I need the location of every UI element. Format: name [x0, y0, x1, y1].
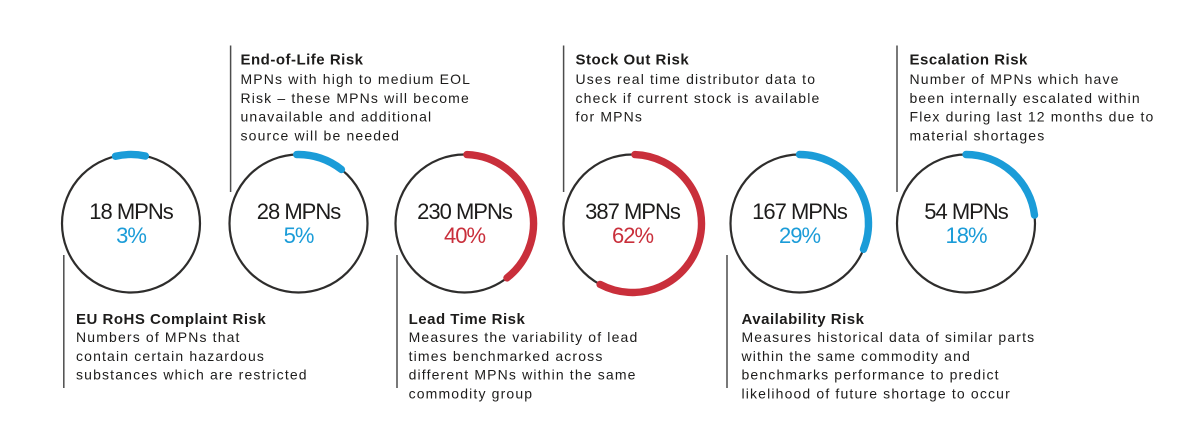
svg-text:54 MPNs: 54 MPNs	[924, 199, 1008, 224]
svg-text:167 MPNs: 167 MPNs	[752, 199, 848, 224]
svg-text:Escalation Risk: Escalation Risk	[910, 52, 1029, 69]
svg-text:Number of MPNs which have: Number of MPNs which have	[910, 71, 1120, 87]
svg-text:230 MPNs: 230 MPNs	[417, 199, 513, 224]
svg-text:Measures historical data of si: Measures historical data of similar part…	[742, 329, 1036, 345]
svg-text:3%: 3%	[116, 223, 146, 248]
svg-text:Flex during last 12 months due: Flex during last 12 months due to	[910, 109, 1155, 125]
svg-text:29%: 29%	[779, 223, 820, 248]
svg-text:40%: 40%	[444, 223, 485, 248]
svg-text:within the same commodity and: within the same commodity and	[741, 348, 971, 364]
svg-text:times benchmarked across: times benchmarked across	[409, 348, 604, 364]
svg-text:benchmarks performance to pred: benchmarks performance to predict	[742, 367, 1000, 383]
svg-text:contain certain hazardous: contain certain hazardous	[76, 348, 265, 364]
svg-text:End-of-Life Risk: End-of-Life Risk	[241, 52, 364, 69]
svg-text:387 MPNs: 387 MPNs	[585, 199, 681, 224]
svg-text:unavailable and additional: unavailable and additional	[241, 109, 433, 125]
svg-text:commodity group: commodity group	[409, 385, 534, 401]
svg-text:been internally escalated with: been internally escalated within	[910, 90, 1141, 106]
svg-text:Stock Out Risk: Stock Out Risk	[576, 52, 690, 69]
svg-text:check if current stock is avai: check if current stock is available	[576, 90, 821, 106]
svg-text:Uses real time distributor dat: Uses real time distributor data to	[576, 71, 817, 87]
svg-text:different MPNs within the same: different MPNs within the same	[409, 367, 637, 383]
svg-text:62%: 62%	[612, 223, 653, 248]
svg-text:source will be needed: source will be needed	[241, 127, 401, 143]
svg-text:Numbers of MPNs that: Numbers of MPNs that	[76, 329, 241, 345]
svg-text:Measures the variability of le: Measures the variability of lead	[409, 329, 639, 345]
svg-text:EU RoHS Complaint Risk: EU RoHS Complaint Risk	[76, 311, 266, 328]
svg-text:Lead Time Risk: Lead Time Risk	[409, 311, 526, 328]
svg-text:material shortages: material shortages	[910, 127, 1046, 143]
svg-text:5%: 5%	[284, 223, 314, 248]
svg-text:for MPNs: for MPNs	[576, 109, 644, 125]
svg-text:likelihood of future shortage: likelihood of future shortage to occur	[742, 385, 1011, 401]
svg-text:substances which are restricte: substances which are restricted	[76, 367, 308, 383]
svg-text:28 MPNs: 28 MPNs	[257, 199, 341, 224]
svg-text:18 MPNs: 18 MPNs	[89, 199, 173, 224]
svg-text:Availability Risk: Availability Risk	[742, 311, 865, 328]
svg-text:MPNs with high to medium EOL: MPNs with high to medium EOL	[241, 71, 472, 87]
svg-text:18%: 18%	[945, 223, 986, 248]
svg-text:Risk – these MPNs will become: Risk – these MPNs will become	[241, 90, 470, 106]
